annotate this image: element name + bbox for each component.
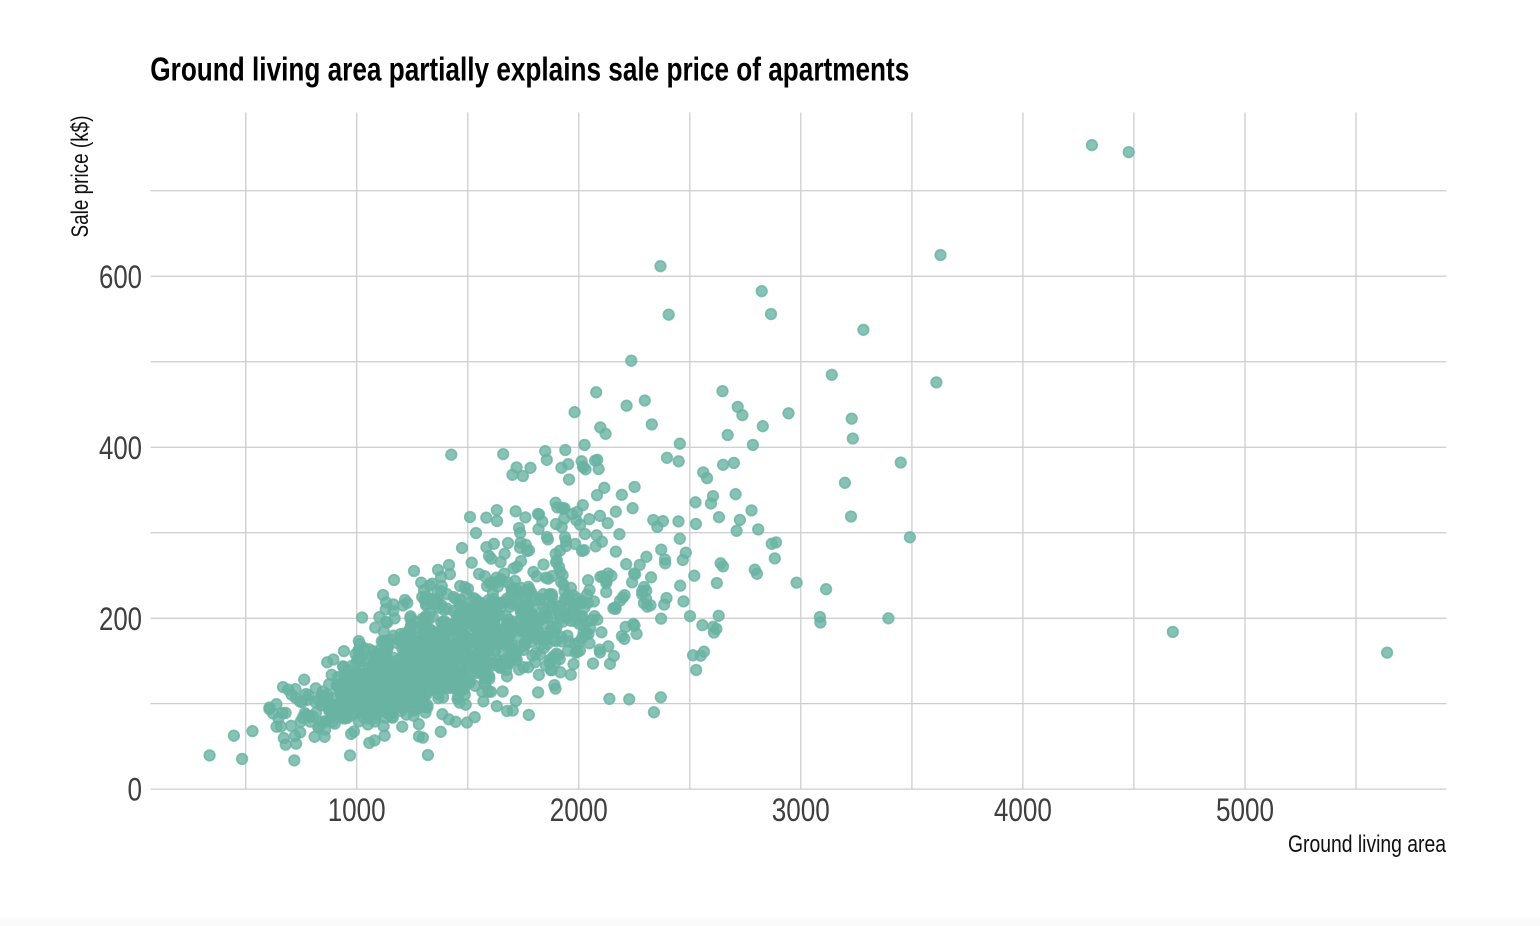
svg-text:4000: 4000 <box>994 792 1052 828</box>
svg-text:0: 0 <box>128 772 143 808</box>
svg-text:200: 200 <box>99 601 142 637</box>
svg-text:5000: 5000 <box>1216 792 1274 828</box>
svg-text:2000: 2000 <box>550 792 608 828</box>
svg-text:Sale price (k$): Sale price (k$) <box>67 116 94 238</box>
svg-text:3000: 3000 <box>772 792 830 828</box>
svg-text:400: 400 <box>99 430 142 466</box>
svg-text:1000: 1000 <box>328 792 386 828</box>
svg-text:Ground living area: Ground living area <box>1288 831 1447 858</box>
svg-text:600: 600 <box>99 259 142 295</box>
svg-text:Ground living area partially e: Ground living area partially explains sa… <box>150 51 909 88</box>
